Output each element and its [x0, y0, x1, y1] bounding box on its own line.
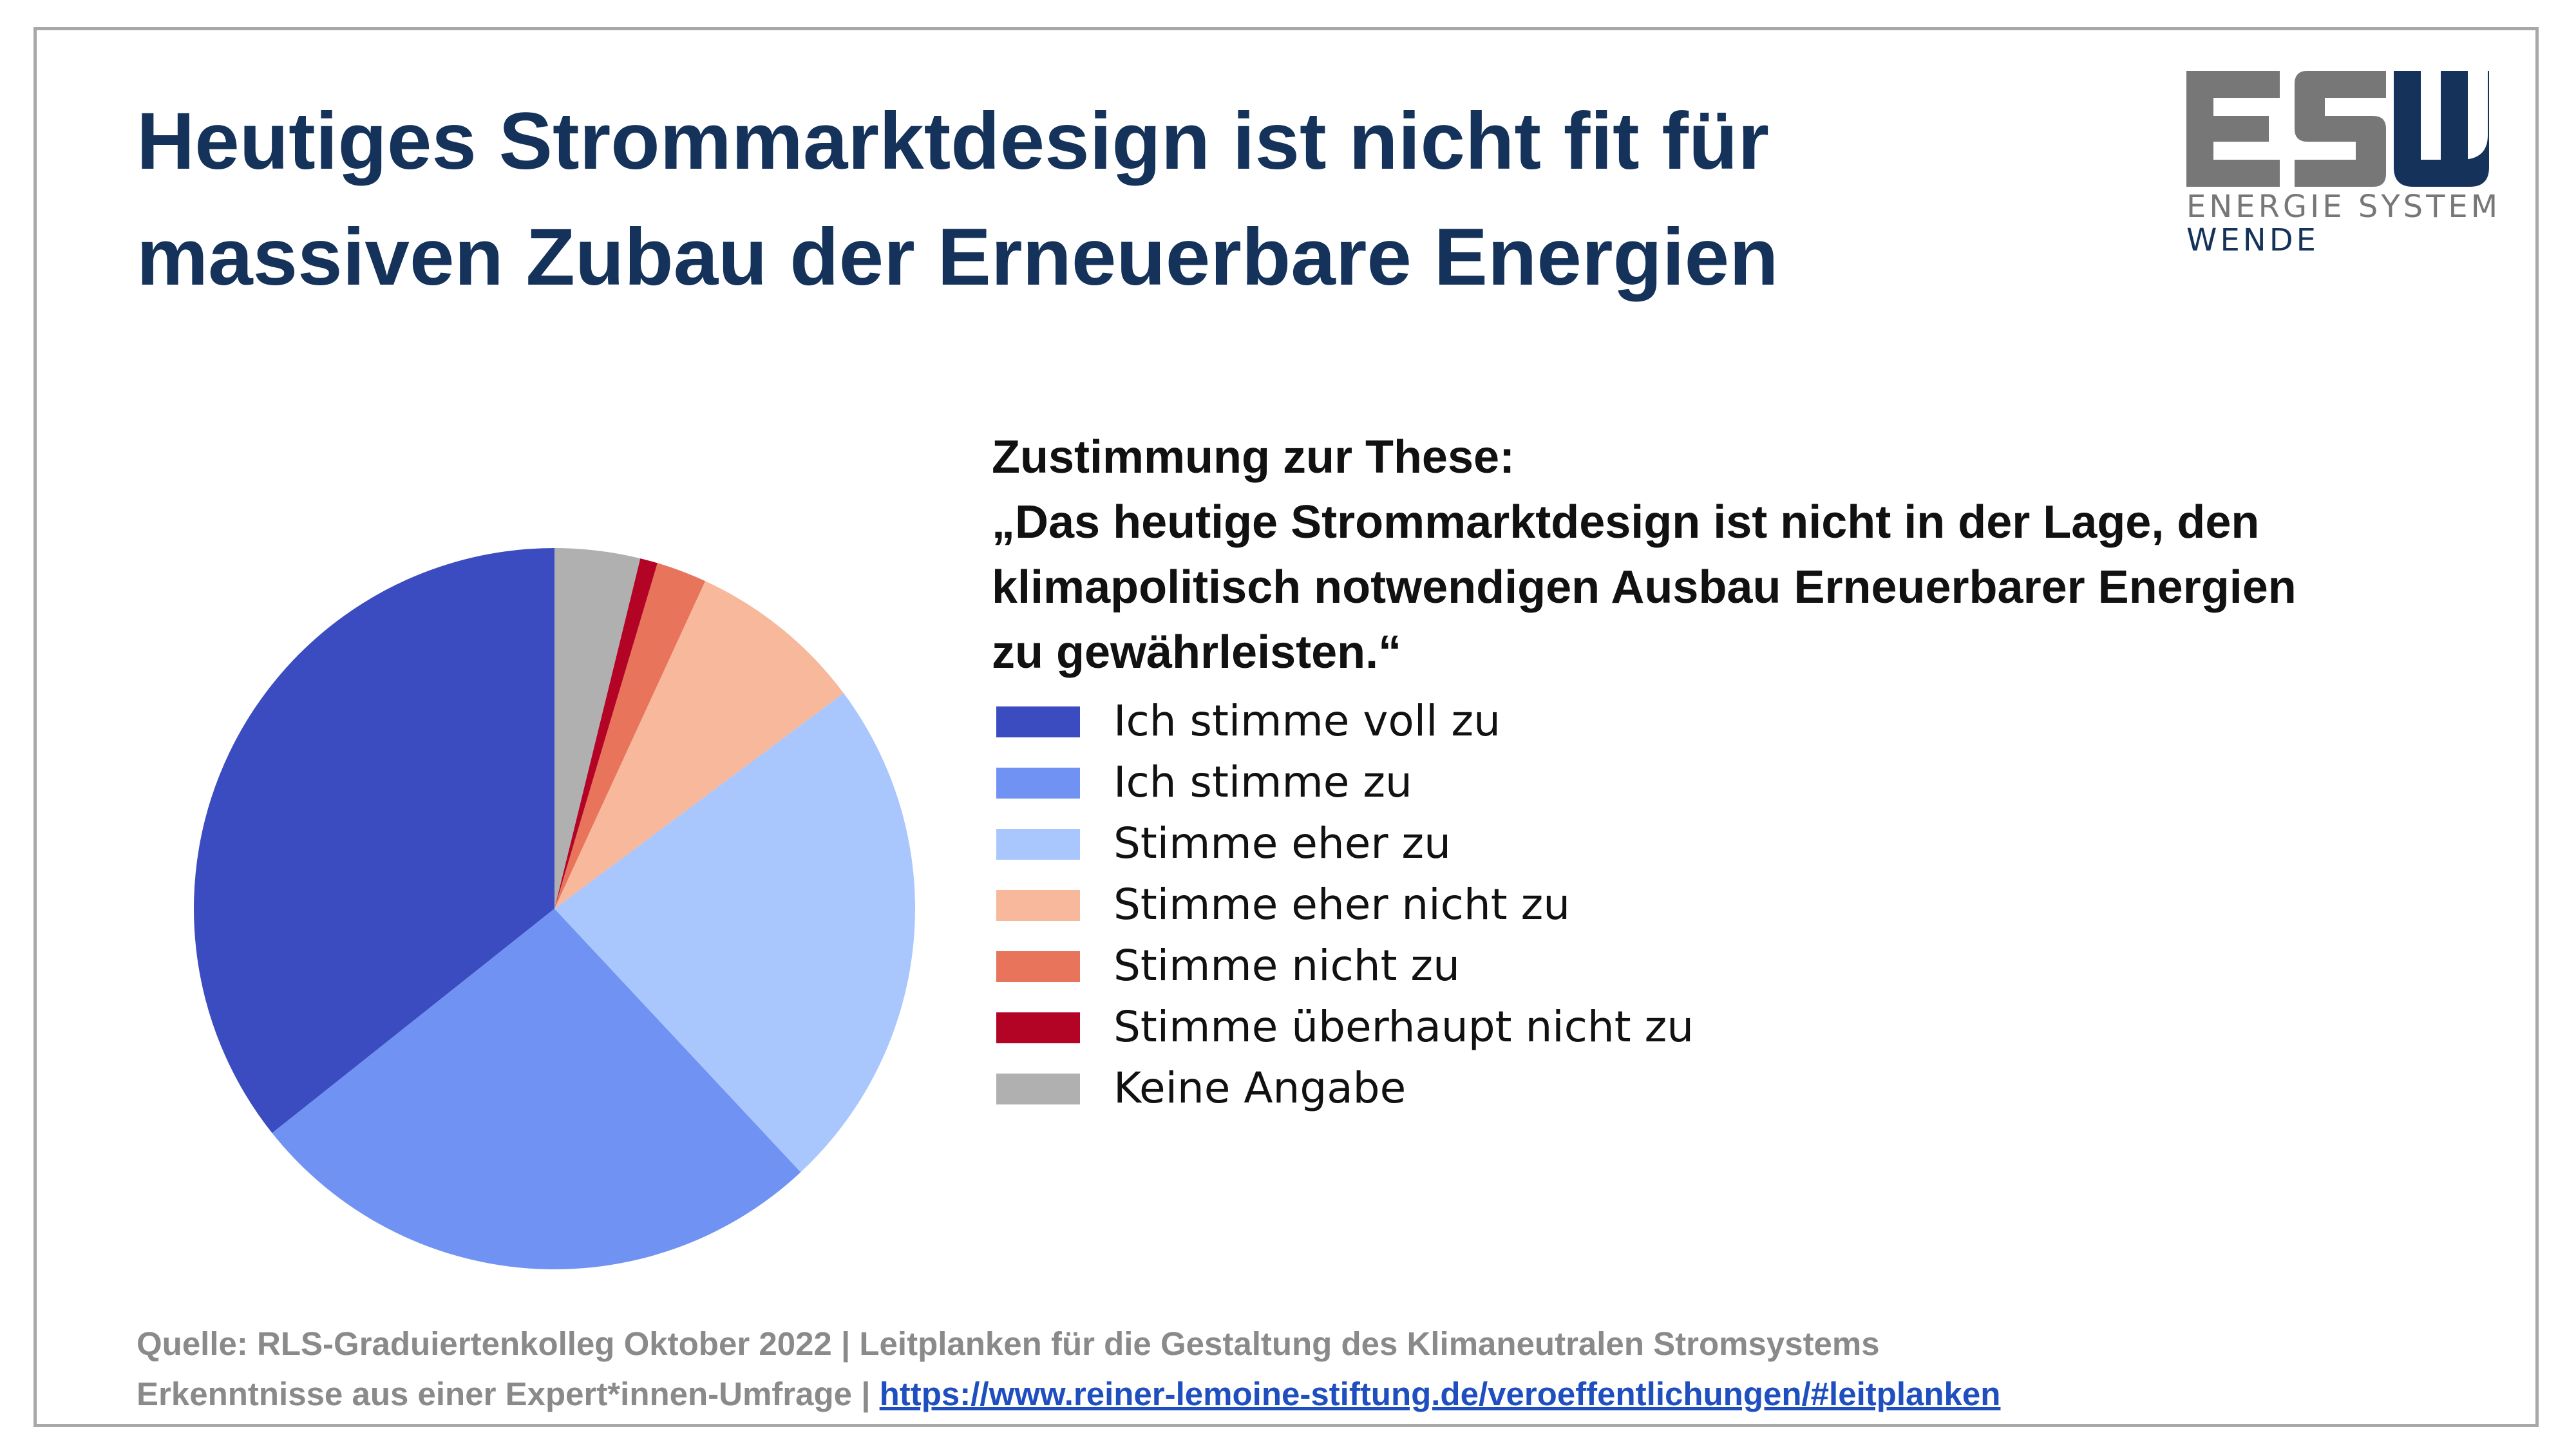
pie-slice-3 [554, 693, 915, 1173]
pie-slice-7 [554, 548, 641, 909]
legend-swatch [996, 951, 1080, 982]
pie-chart [194, 548, 915, 1269]
legend-swatch [996, 1012, 1080, 1043]
source-line-1: Quelle: RLS-Graduiertenkolleg Oktober 20… [137, 1325, 1880, 1362]
legend-swatch [996, 829, 1080, 860]
legend-label: Ich stimme voll zu [1113, 696, 1501, 746]
legend-swatch [996, 1074, 1080, 1104]
pie-slice-2 [272, 909, 801, 1269]
legend-label: Stimme nicht zu [1113, 941, 1460, 990]
legend-label: Stimme überhaupt nicht zu [1113, 1002, 1694, 1052]
logo-text-line-2: WENDE [2186, 222, 2319, 258]
legend-label: Ich stimme zu [1113, 757, 1412, 807]
esw-logo-mark [2186, 71, 2489, 187]
slide-title-line-1: Heutiges Strommarktdesign ist nicht fit … [137, 97, 1770, 186]
logo-text-line-1: ENERGIE SYSTEM [2186, 189, 2501, 225]
pie-slice-4 [554, 581, 844, 909]
pie-slice-1 [194, 548, 554, 1133]
chart-title-line-2: „Das heutige Strommarktdesign ist nicht … [992, 497, 2260, 548]
chart-title-line-1: Zustimmung zur These: [992, 431, 1515, 483]
legend-swatch [996, 890, 1080, 921]
source-line-2-text: Erkenntnisse aus einer Expert*innen-Umfr… [137, 1376, 880, 1412]
slide-title-line-2: massiven Zubau der Erneuerbare Energien [137, 213, 1779, 302]
source-line-2: Erkenntnisse aus einer Expert*innen-Umfr… [137, 1369, 2455, 1419]
source-link[interactable]: https://www.reiner-lemoine-stiftung.de/v… [879, 1376, 2001, 1412]
legend-swatch [996, 706, 1080, 737]
legend-label: Stimme eher nicht zu [1113, 880, 1571, 929]
logo-letter-s [2295, 71, 2386, 187]
pie-slice-5 [554, 563, 706, 909]
esw-logo: ENERGIE SYSTEM WENDE [2186, 71, 2497, 264]
legend-swatch [996, 768, 1080, 799]
chart-title: Zustimmung zur These: „Das heutige Strom… [992, 425, 2434, 685]
logo-letter-e [2186, 71, 2280, 187]
slide-title: Heutiges Strommarktdesign ist nicht fit … [137, 84, 2004, 316]
legend-label: Keine Angabe [1113, 1063, 1406, 1113]
pie-slice-6 [554, 558, 658, 909]
chart-title-line-4: zu gewährleisten.“ [992, 627, 1402, 678]
chart-title-line-3: klimapolitisch notwendigen Ausbau Erneue… [992, 562, 2297, 613]
legend-label: Stimme eher zu [1113, 819, 1451, 868]
source-footer: Quelle: RLS-Graduiertenkolleg Oktober 20… [137, 1319, 2455, 1419]
logo-letter-w [2394, 71, 2489, 187]
